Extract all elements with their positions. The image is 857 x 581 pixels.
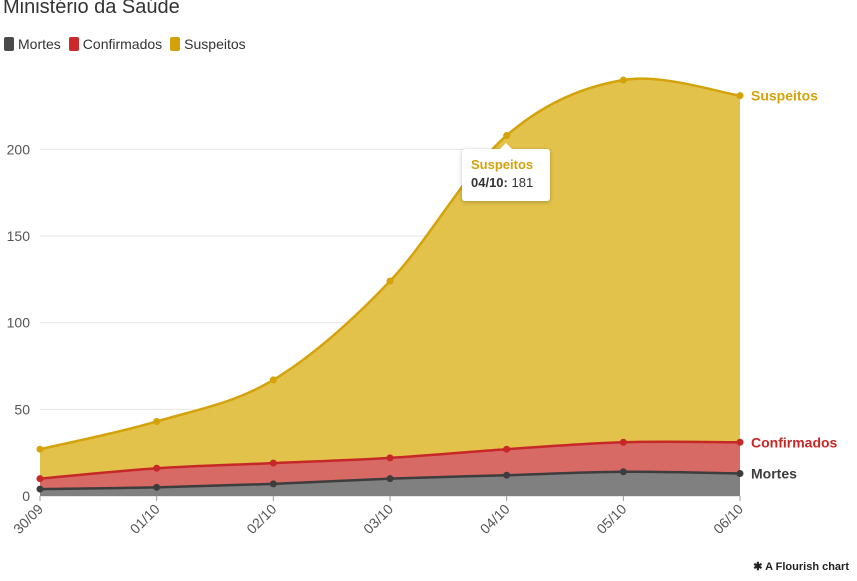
x-tick-label: 01/10 [127, 501, 163, 537]
point-confirmados [619, 438, 627, 446]
point-confirmados [736, 438, 744, 446]
point-mortes [153, 483, 161, 491]
stacked-areas [39, 77, 741, 496]
x-axis: 30/09 01/10 02/10 03/10 04/10 05/10 06/10 [10, 496, 746, 537]
legend-label-suspeitos: Suspeitos [184, 36, 246, 52]
point-mortes [36, 485, 44, 493]
y-tick-label: 150 [7, 228, 31, 244]
x-tick-label: 03/10 [360, 501, 396, 537]
end-label-suspeitos: Suspeitos [751, 88, 818, 104]
tooltip-date: 04/10: [471, 175, 508, 190]
series-end-labels: Mortes Confirmados Suspeitos [751, 88, 838, 482]
x-tick-label: 05/10 [593, 501, 629, 537]
point-suspeitos [36, 445, 44, 453]
point-confirmados [269, 459, 277, 467]
point-confirmados [36, 475, 44, 483]
tooltip-line: 04/10: 181 [471, 175, 550, 190]
end-label-mortes: Mortes [751, 465, 797, 481]
chart-title: Ministério da Saúde [3, 0, 180, 18]
legend-label-confirmados: Confirmados [82, 36, 163, 52]
legend-item-confirmados[interactable]: Confirmados [68, 36, 163, 52]
y-tick-label: 50 [14, 401, 30, 417]
x-tick-label: 30/09 [10, 501, 46, 537]
point-mortes [619, 468, 627, 476]
y-tick-label: 0 [22, 488, 30, 504]
x-tick-label: 06/10 [710, 501, 746, 537]
y-tick-label: 100 [7, 315, 31, 331]
x-tick-label: 02/10 [243, 501, 279, 537]
point-mortes [736, 469, 744, 477]
legend-swatch-mortes [4, 37, 14, 51]
point-confirmados [153, 464, 161, 472]
point-suspeitos [619, 76, 627, 84]
legend-swatch-suspeitos [170, 37, 181, 51]
legend-swatch-confirmados [68, 37, 79, 51]
tooltip: Suspeitos 04/10: 181 [462, 143, 550, 201]
point-suspeitos [153, 417, 161, 425]
point-suspeitos [503, 131, 511, 139]
point-suspeitos [736, 92, 744, 100]
point-mortes [503, 471, 511, 479]
x-tick-label: 04/10 [477, 501, 513, 537]
end-label-confirmados: Confirmados [751, 434, 838, 450]
legend-item-suspeitos[interactable]: Suspeitos [170, 36, 246, 52]
point-confirmados [386, 454, 394, 462]
area-suspeitos [40, 78, 740, 496]
point-mortes [386, 475, 394, 483]
credit-text: A Flourish chart [765, 561, 849, 573]
legend: Mortes Confirmados Suspeitos [4, 36, 254, 52]
data-points [36, 76, 744, 493]
area-mortes [40, 471, 740, 496]
tooltip-series: Suspeitos [471, 157, 534, 172]
y-axis: 0 50 100 150 200 [7, 141, 31, 504]
point-suspeitos [269, 376, 277, 384]
point-confirmados [503, 445, 511, 453]
legend-label-mortes: Mortes [18, 36, 61, 52]
legend-item-mortes[interactable]: Mortes [4, 36, 61, 52]
point-mortes [269, 480, 277, 488]
point-suspeitos [386, 277, 394, 285]
tooltip-value: 181 [511, 175, 534, 190]
y-tick-label: 200 [7, 141, 31, 157]
flourish-credit[interactable]: ✱ A Flourish chart [753, 561, 849, 573]
